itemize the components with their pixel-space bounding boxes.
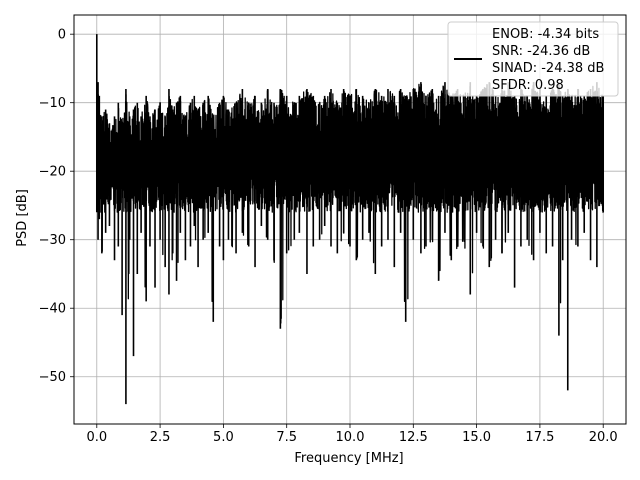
legend-box: [447, 21, 619, 97]
y-axis-ticks: 0 −10 −20 −30 −40 −50: [39, 28, 74, 385]
x-axis-label: Frequency [MHz]: [294, 451, 403, 466]
psd-series: [95, 34, 605, 405]
y-tick-label: −10: [39, 96, 66, 111]
x-axis-ticks: 0.0 2.5 5.0 7.5 10.0 12.5 15.0 17.5 20.0: [86, 424, 618, 445]
x-tick-label: 20.0: [589, 430, 618, 445]
y-tick-label: −30: [39, 233, 66, 248]
x-tick-label: 10.0: [336, 430, 365, 445]
x-tick-label: 12.5: [399, 430, 428, 445]
y-tick-label: −20: [39, 165, 66, 180]
legend-enob: ENOB: -4.34 bits: [492, 27, 599, 42]
y-tick-label: −50: [39, 370, 66, 385]
x-tick-label: 15.0: [462, 430, 491, 445]
y-axis-label: PSD [dB]: [15, 189, 30, 247]
legend: ENOB: -4.34 bits SNR: -24.36 dB SINAD: -…: [447, 21, 619, 97]
legend-snr: SNR: -24.36 dB: [492, 44, 590, 59]
x-tick-label: 0.0: [86, 430, 107, 445]
y-tick-label: −40: [39, 302, 66, 317]
x-tick-label: 5.0: [213, 430, 234, 445]
x-tick-label: 17.5: [525, 430, 554, 445]
x-tick-label: 7.5: [276, 430, 297, 445]
x-tick-label: 2.5: [150, 430, 171, 445]
y-tick-label: 0: [58, 28, 66, 43]
legend-sinad: SINAD: -24.38 dB: [492, 61, 604, 76]
legend-sfdr: SFDR: 0.98: [492, 78, 564, 93]
